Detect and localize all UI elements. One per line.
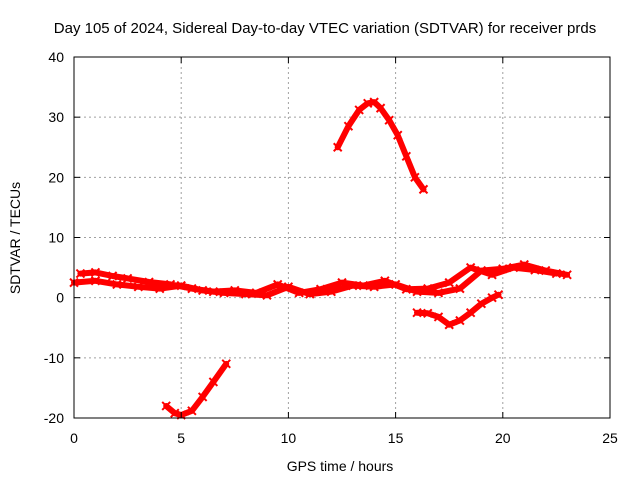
y-tick-label: 30 — [48, 109, 64, 125]
data-point — [315, 284, 326, 294]
y-tick-label: -10 — [44, 350, 64, 366]
series-line — [414, 291, 502, 328]
data-point — [401, 284, 412, 294]
data-point — [112, 279, 122, 290]
x-tick-label: 0 — [70, 430, 78, 446]
series-line — [77, 264, 560, 296]
data-point — [423, 308, 433, 319]
chart-title: Day 105 of 2024, Sidereal Day-to-day VTE… — [54, 20, 596, 37]
data-point — [418, 184, 429, 195]
data-series — [69, 97, 572, 420]
data-point — [90, 276, 101, 286]
x-axis-ticks: 0 5 10 15 20 25 — [70, 57, 618, 446]
data-point — [493, 289, 504, 300]
y-tick-label: 40 — [48, 49, 64, 65]
data-point — [393, 130, 403, 140]
data-point — [444, 277, 454, 288]
data-point — [476, 298, 487, 309]
data-point — [487, 292, 497, 303]
data-point — [487, 270, 497, 280]
data-point — [530, 265, 540, 275]
x-tick-label: 5 — [177, 430, 185, 446]
data-point — [423, 283, 433, 294]
x-tick-label: 10 — [281, 430, 297, 446]
data-point — [187, 406, 197, 416]
series-track-4 — [161, 359, 231, 420]
data-point — [410, 172, 420, 183]
data-point — [333, 142, 343, 152]
x-tick-label: 20 — [495, 430, 511, 446]
series-track-3 — [333, 97, 429, 195]
data-point — [230, 285, 240, 296]
data-point — [144, 277, 154, 287]
data-point — [562, 270, 572, 280]
data-point — [401, 151, 412, 161]
series-track-2 — [75, 262, 562, 298]
data-point — [444, 320, 454, 330]
series-track-5 — [412, 289, 504, 330]
y-tick-label: 20 — [48, 169, 64, 185]
data-point — [465, 308, 476, 318]
data-point — [354, 105, 364, 115]
data-point — [251, 288, 261, 298]
data-point — [294, 288, 304, 298]
y-tick-label: -20 — [44, 410, 64, 426]
data-point — [221, 359, 231, 369]
data-point — [358, 280, 369, 291]
data-point — [465, 262, 476, 273]
data-point — [343, 121, 354, 131]
data-point — [375, 103, 386, 113]
data-point — [433, 312, 444, 322]
data-point — [161, 401, 171, 411]
y-axis-ticks: -20 -10 0 10 20 30 40 — [44, 49, 610, 426]
data-point — [208, 377, 219, 387]
data-point — [384, 115, 394, 125]
y-tick-label: 0 — [56, 290, 64, 306]
y-axis-label: SDTVAR / TECUs — [7, 182, 23, 294]
data-point — [380, 276, 390, 286]
series-line — [334, 99, 427, 193]
x-axis-label: GPS time / hours — [287, 458, 394, 474]
data-point — [75, 268, 86, 279]
data-point — [433, 288, 444, 298]
data-point — [455, 283, 465, 294]
data-point — [272, 279, 283, 290]
data-point — [551, 268, 562, 279]
y-tick-label: 10 — [48, 230, 64, 246]
x-tick-label: 15 — [388, 430, 404, 446]
data-point — [187, 283, 197, 294]
data-point — [455, 315, 465, 326]
x-tick-label: 25 — [602, 430, 618, 446]
data-point — [165, 279, 176, 290]
data-point — [508, 262, 519, 273]
data-point — [337, 277, 347, 288]
data-point — [107, 271, 118, 281]
data-point — [208, 286, 219, 297]
data-point — [170, 408, 180, 418]
grid-lines — [74, 57, 610, 418]
data-point — [197, 392, 208, 402]
data-point — [133, 282, 144, 292]
data-point — [122, 273, 133, 284]
data-point — [90, 267, 101, 278]
data-point — [412, 308, 422, 318]
